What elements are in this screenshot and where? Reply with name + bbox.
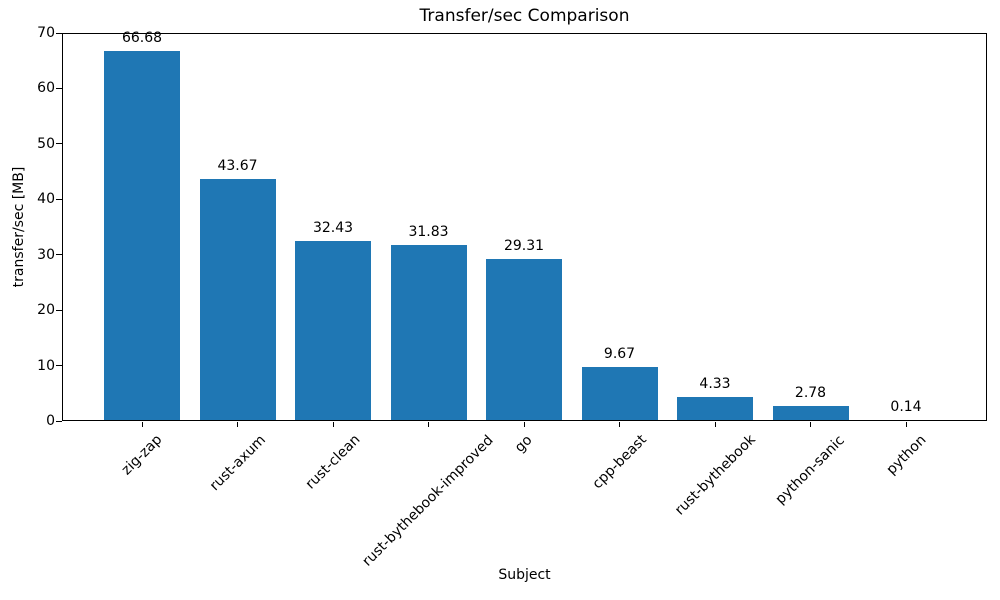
- bar: [199, 179, 276, 420]
- bar-value-label: 43.67: [217, 158, 258, 174]
- x-tick-label: python-sanic: [772, 431, 849, 508]
- y-tick-mark: [56, 309, 62, 311]
- x-tick-label: rust-bythebook-improved: [359, 431, 498, 570]
- y-tick-label: 0: [46, 413, 55, 429]
- y-tick-label: 60: [37, 80, 55, 97]
- bar-value-label: 31.83: [408, 224, 449, 240]
- x-tick-label: cpp-beast: [589, 431, 650, 493]
- bar: [104, 51, 180, 420]
- bar-value-label: 2.78: [794, 385, 827, 401]
- bar-value-label: 9.67: [603, 346, 636, 362]
- y-tick-mark: [56, 198, 62, 200]
- y-tick-label: 70: [37, 25, 55, 41]
- y-tick-label: 20: [37, 302, 55, 319]
- y-tick-mark: [56, 254, 62, 256]
- x-tick-label: rust-axum: [206, 431, 269, 495]
- x-tick-label: zig-zap: [118, 431, 166, 479]
- y-tick-label: 40: [37, 191, 55, 208]
- x-tick-label: go: [512, 431, 536, 456]
- y-tick-label: 10: [37, 357, 55, 374]
- x-tick-mark: [141, 422, 143, 427]
- bar-value-label: 0.14: [890, 399, 922, 415]
- y-axis-label: transfer/sec [MB]: [11, 166, 27, 288]
- bar: [772, 406, 849, 420]
- bar-value-label: 4.33: [699, 376, 731, 392]
- x-tick-label: python: [883, 431, 929, 478]
- x-axis-label: Subject: [498, 567, 551, 583]
- x-tick-mark: [428, 422, 429, 427]
- x-tick-label: rust-clean: [302, 431, 364, 493]
- y-tick-mark: [56, 32, 62, 34]
- bar: [295, 241, 371, 420]
- y-tick-label: 30: [37, 246, 55, 263]
- y-tick-label: 50: [37, 135, 55, 152]
- y-tick-mark: [56, 87, 62, 89]
- x-tick-mark: [905, 422, 907, 427]
- y-tick-mark: [56, 143, 62, 145]
- x-tick-mark: [619, 422, 620, 427]
- x-tick-mark: [523, 422, 525, 427]
- x-tick-mark: [810, 422, 811, 427]
- bar: [581, 367, 658, 420]
- bar-value-label: 32.43: [312, 220, 354, 236]
- bar: [390, 245, 467, 420]
- x-tick-mark: [332, 422, 334, 427]
- y-tick-mark: [56, 420, 62, 422]
- chart-title: Transfer/sec Comparison: [419, 6, 630, 26]
- x-tick-label: rust-bythebook: [671, 431, 759, 519]
- bar-value-label: 66.68: [121, 30, 163, 46]
- x-tick-mark: [237, 422, 238, 427]
- x-tick-mark: [714, 422, 716, 427]
- bar: [677, 397, 753, 420]
- bar: [486, 259, 562, 420]
- y-tick-mark: [56, 365, 62, 367]
- bar-value-label: 29.31: [503, 238, 545, 254]
